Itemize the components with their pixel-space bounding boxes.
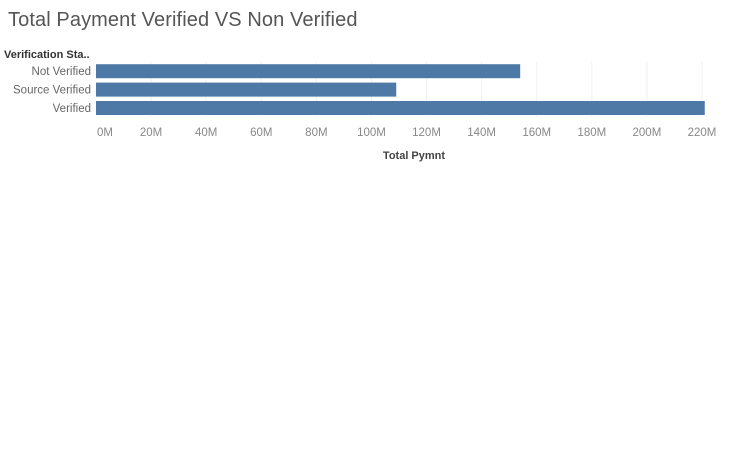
category-label: Verified (53, 103, 91, 115)
x-tick-label: 140M (467, 127, 496, 139)
row-header: Verification Sta.. (4, 49, 90, 61)
x-tick-label: 100M (357, 127, 386, 139)
x-axis-title: Total Pymnt (383, 150, 445, 162)
category-label: Not Verified (32, 66, 91, 78)
x-tick-label: 40M (195, 127, 217, 139)
x-tick-label: 180M (577, 127, 606, 139)
x-tick-label: 120M (412, 127, 441, 139)
x-tick-label: 0M (97, 127, 113, 139)
x-axis-ticks: 0M 20M 40M 60M 80M 100M 120M 140M 160M 180M 200M 22… (97, 127, 716, 139)
x-tick-label: 80M (305, 127, 327, 139)
bar[interactable] (96, 82, 397, 97)
x-tick-label: 60M (250, 127, 272, 139)
x-tick-label: 200M (633, 127, 662, 139)
x-tick-label: 220M (688, 127, 717, 139)
bar[interactable] (96, 101, 705, 115)
bar[interactable] (96, 64, 521, 79)
chart-title: Total Payment Verified VS Non Verified (8, 9, 358, 31)
category-labels: Not Verified Source Verified Verified (13, 66, 91, 115)
bars (96, 64, 705, 115)
x-tick-label: 160M (522, 127, 551, 139)
x-tick-label: 20M (140, 127, 162, 139)
category-label: Source Verified (13, 85, 91, 97)
